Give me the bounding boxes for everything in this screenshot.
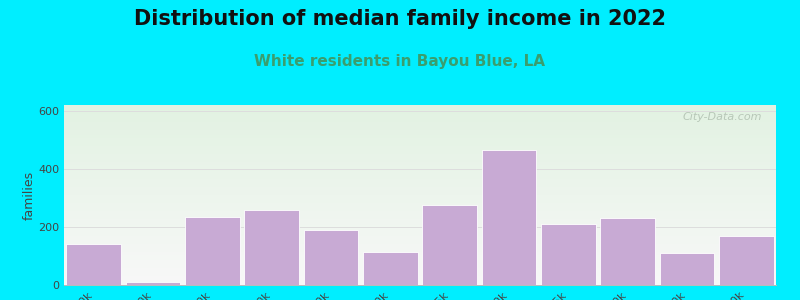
Bar [304, 230, 358, 285]
Bar [126, 282, 180, 285]
Bar [185, 217, 240, 285]
Bar [363, 252, 418, 285]
Y-axis label: families: families [22, 170, 35, 220]
Bar [600, 218, 655, 285]
Bar [719, 236, 774, 285]
Bar [482, 150, 536, 285]
Bar [422, 205, 477, 285]
Text: White residents in Bayou Blue, LA: White residents in Bayou Blue, LA [254, 54, 546, 69]
Bar [66, 244, 121, 285]
Bar [660, 253, 714, 285]
Text: Distribution of median family income in 2022: Distribution of median family income in … [134, 9, 666, 29]
Bar [541, 224, 596, 285]
Text: City-Data.com: City-Data.com [682, 112, 762, 122]
Bar [244, 209, 299, 285]
